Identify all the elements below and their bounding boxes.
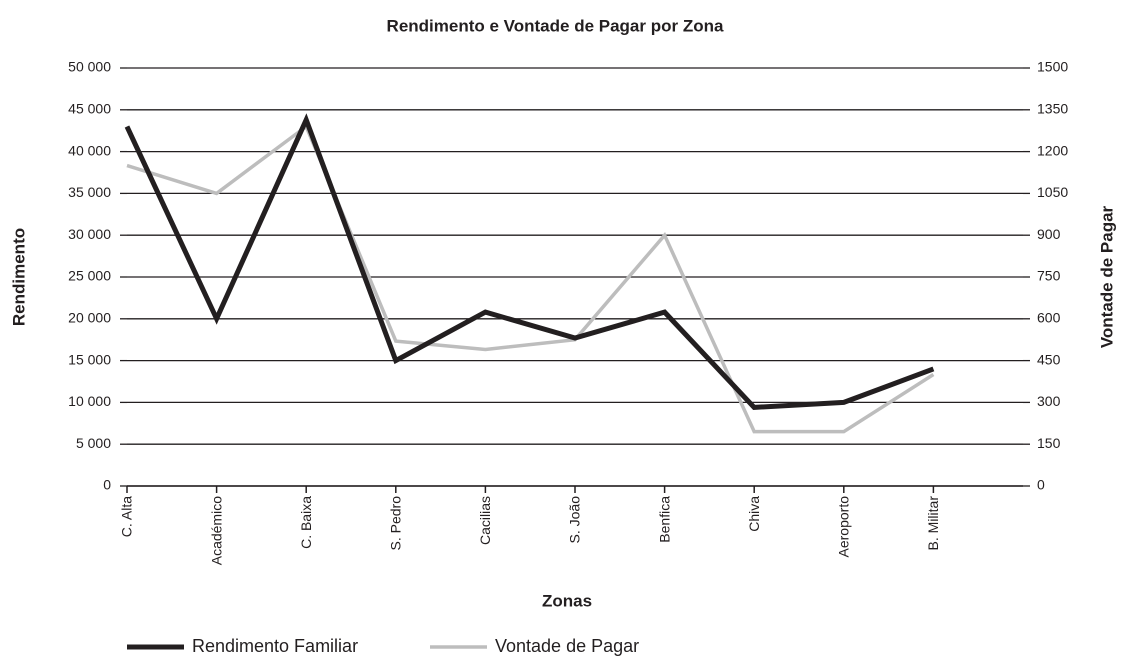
x-tick-label: Chiva <box>746 496 762 532</box>
y-tick-label: 25 000 <box>68 268 111 284</box>
y-tick-label: 20 000 <box>68 310 111 326</box>
x-tick-label: S. João <box>567 496 583 544</box>
y-axis-label: Rendimento <box>9 228 28 326</box>
y-tick-label: 0 <box>103 477 111 493</box>
x-tick-label: Benfica <box>656 496 672 543</box>
y-tick-label: 40 000 <box>68 142 111 158</box>
y2-tick-label: 900 <box>1037 226 1061 242</box>
y2-tick-label: 150 <box>1037 435 1061 451</box>
y-tick-label: 5 000 <box>76 435 111 451</box>
x-tick-label: Académico <box>208 496 224 565</box>
x-axis-label: Zonas <box>542 591 592 610</box>
y-tick-label: 30 000 <box>68 226 111 242</box>
series-line <box>126 123 935 434</box>
y-tick-label: 10 000 <box>68 393 111 409</box>
y-tick-label: 50 000 <box>68 59 111 75</box>
y-tick-label: 35 000 <box>68 184 111 200</box>
y-tick-label: 45 000 <box>68 101 111 117</box>
x-tick-label: B. Militar <box>925 496 941 551</box>
y2-tick-label: 0 <box>1037 477 1045 493</box>
x-tick-label: Cacilias <box>477 496 493 545</box>
y2-tick-label: 1050 <box>1037 184 1068 200</box>
x-tick-label: C. Baixa <box>298 496 314 549</box>
y2-tick-label: 1350 <box>1037 101 1068 117</box>
y2-tick-label: 600 <box>1037 310 1061 326</box>
chart-title: Rendimento e Vontade de Pagar por Zona <box>387 16 724 35</box>
x-tick-label: S. Pedro <box>388 496 404 551</box>
legend-label: Vontade de Pagar <box>495 636 639 656</box>
x-tick-label: Aeroporto <box>836 496 852 558</box>
y2-axis-label: Vontade de Pagar <box>1097 205 1116 348</box>
x-tick-label: C. Alta <box>119 496 135 537</box>
y2-tick-label: 1500 <box>1037 59 1068 75</box>
y2-tick-label: 300 <box>1037 393 1061 409</box>
y2-tick-label: 450 <box>1037 351 1061 367</box>
y2-tick-label: 1200 <box>1037 142 1068 158</box>
y2-tick-label: 750 <box>1037 268 1061 284</box>
series-line <box>124 113 935 410</box>
y-tick-label: 15 000 <box>68 351 111 367</box>
legend-label: Rendimento Familiar <box>192 636 358 656</box>
